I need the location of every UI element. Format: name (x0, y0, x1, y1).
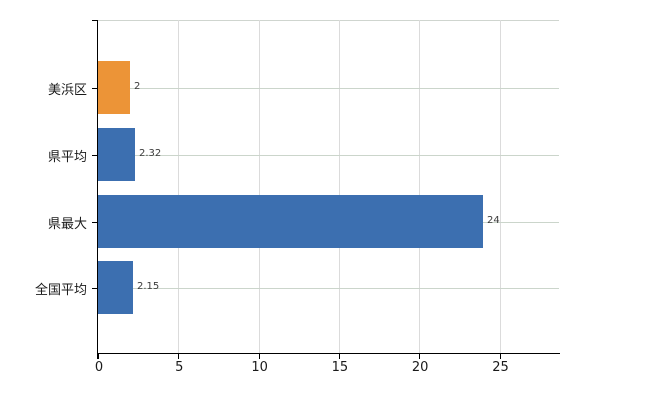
vertical-gridline (499, 20, 501, 353)
y-axis-end-tick (92, 20, 98, 21)
category-label: 美浜区 (47, 83, 87, 98)
y-axis-tick (92, 88, 98, 89)
horizontal-gridline (98, 88, 559, 89)
x-axis-tick-label: 0 (94, 360, 104, 375)
x-axis-line (97, 353, 560, 354)
x-axis-tick (178, 354, 180, 359)
bar-value-label: 2.15 (137, 281, 160, 292)
category-label: 県平均 (47, 150, 87, 165)
y-axis-tick (92, 288, 98, 289)
vertical-gridline (419, 20, 421, 353)
bar-2 (98, 128, 135, 181)
vertical-gridline (178, 20, 180, 353)
horizontal-gridline (98, 288, 559, 289)
x-axis-tick (338, 354, 340, 359)
bar-value-label: 2 (134, 81, 141, 92)
bar-value-label: 24 (487, 215, 500, 226)
x-axis-tick-label: 5 (175, 360, 184, 375)
x-axis-tick (258, 354, 260, 359)
bar-1 (98, 61, 130, 114)
bar-value-label: 2.32 (139, 148, 162, 159)
x-axis-tick-label: 20 (411, 360, 429, 375)
x-axis-tick (98, 354, 99, 359)
y-axis-tick (92, 155, 98, 156)
bar-3 (98, 195, 483, 248)
category-label: 県最大 (47, 217, 87, 232)
horizontal-gridline (98, 155, 559, 156)
vertical-gridline (338, 20, 340, 353)
vertical-gridline (258, 20, 260, 353)
bar-4 (98, 261, 133, 314)
x-axis-tick-label: 15 (331, 360, 349, 375)
x-axis-tick (419, 354, 421, 359)
x-axis-tick-label: 10 (251, 360, 268, 375)
x-axis-tick (499, 354, 501, 359)
x-axis-tick-label: 25 (492, 360, 509, 375)
y-axis-line (97, 20, 98, 359)
plot-top-border (98, 20, 559, 21)
y-axis-tick (92, 222, 98, 223)
category-label: 全国平均 (34, 283, 87, 298)
